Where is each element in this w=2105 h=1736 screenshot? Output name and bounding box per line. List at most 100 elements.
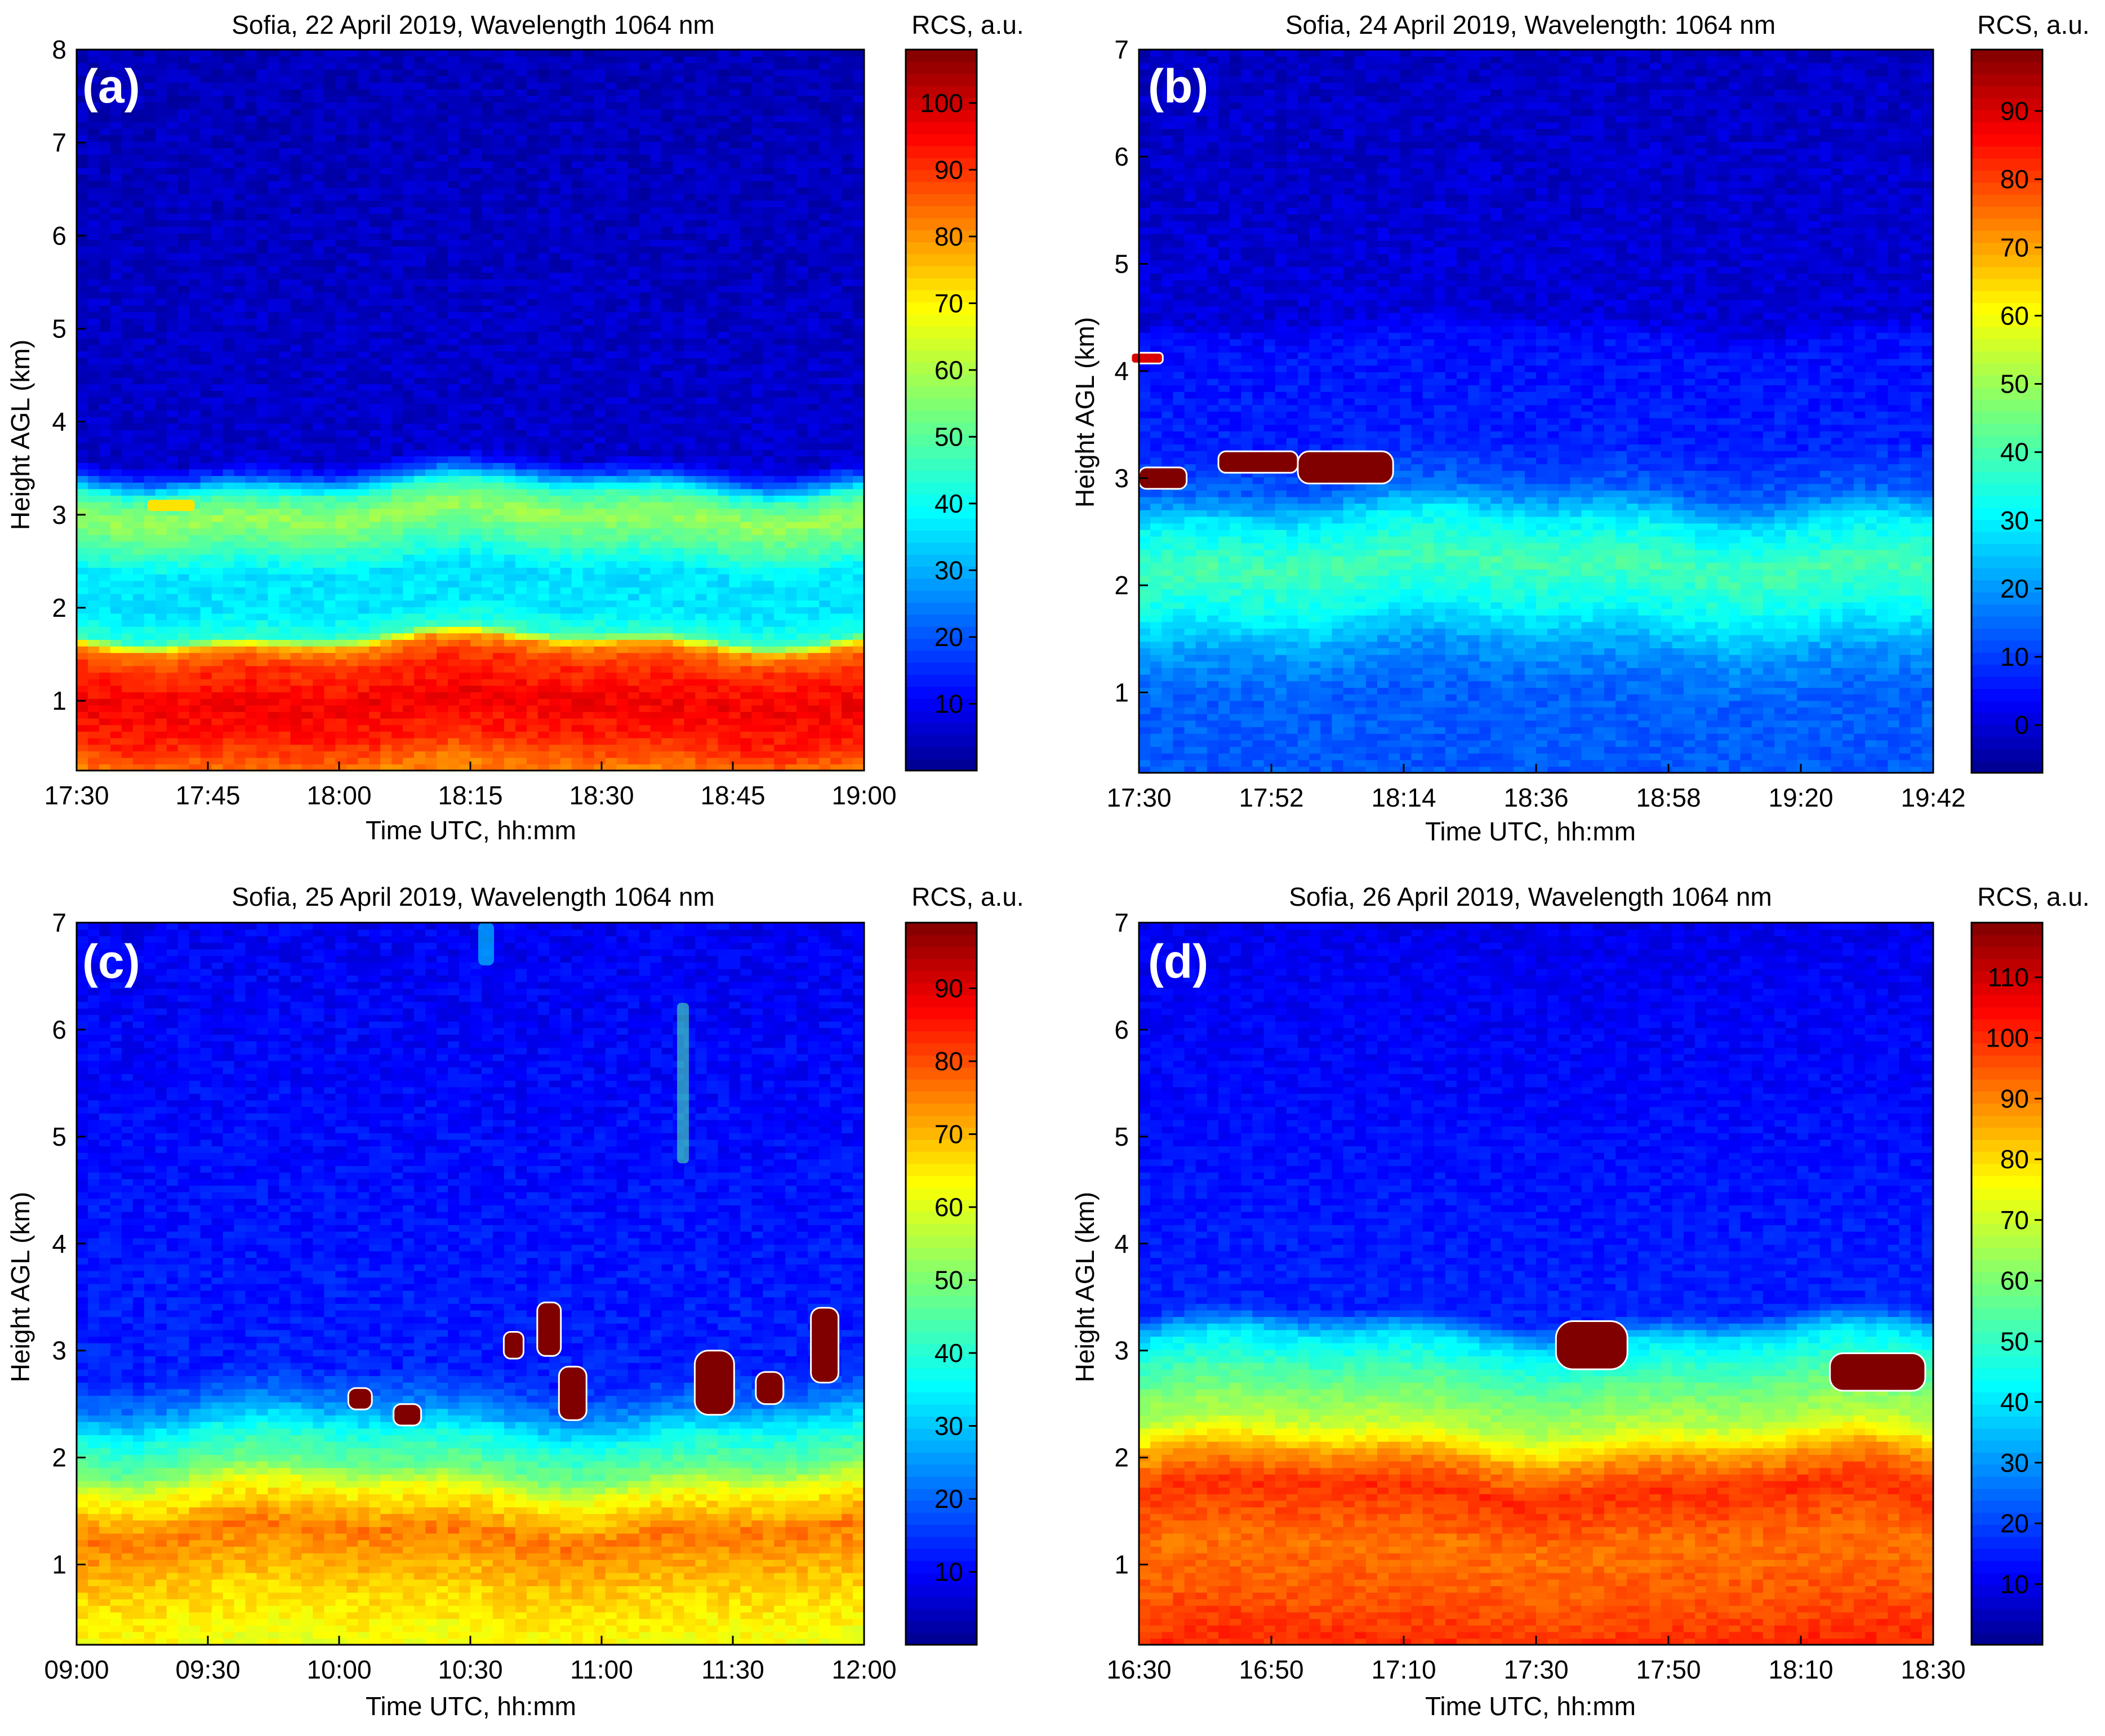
heatmap-cell [639, 692, 651, 698]
heatmap-cell [122, 607, 133, 613]
heatmap-cell [763, 331, 775, 338]
heatmap-cell [830, 403, 842, 410]
heatmap-cell [212, 397, 224, 404]
heatmap-cell [740, 738, 752, 745]
heatmap-cell [291, 613, 302, 620]
heatmap-cell [549, 345, 561, 351]
heatmap-cell [808, 594, 820, 600]
heatmap-cell [268, 403, 280, 410]
heatmap-cell [346, 390, 358, 397]
heatmap-cell [639, 325, 651, 332]
heatmap-cell [178, 581, 190, 587]
heatmap-cell [257, 633, 269, 640]
heatmap-cell [572, 646, 584, 653]
heatmap-cell [246, 364, 257, 371]
heatmap-cell [763, 626, 775, 633]
heatmap-cell [628, 358, 640, 364]
heatmap-cell [448, 443, 460, 449]
heatmap-cell [212, 692, 224, 698]
heatmap-cell [706, 633, 718, 640]
heatmap-cell [729, 410, 741, 417]
heatmap-cell [133, 581, 145, 587]
heatmap-cell [796, 377, 808, 384]
heatmap-cell [763, 587, 775, 594]
heatmap-cell [425, 626, 437, 633]
heatmap-cell [651, 633, 662, 640]
heatmap-cell [606, 345, 617, 351]
heatmap-cell [785, 613, 797, 620]
heatmap-cell [212, 325, 224, 332]
heatmap-cell [358, 705, 370, 712]
heatmap-cell [583, 358, 595, 364]
heatmap-cell [291, 528, 302, 535]
heatmap-cell [189, 456, 201, 463]
heatmap-cell [527, 745, 539, 751]
heatmap-cell [77, 331, 88, 338]
heatmap-cell [470, 731, 482, 738]
heatmap-cell [808, 410, 820, 417]
heatmap-cell [324, 443, 336, 449]
heatmap-cell [257, 666, 269, 673]
heatmap-cell [493, 325, 505, 332]
heatmap-cell [617, 731, 629, 738]
heatmap-cell [504, 626, 516, 633]
heatmap-cell [335, 633, 347, 640]
heatmap-cell [504, 423, 516, 430]
heatmap-cell [606, 587, 617, 594]
heatmap-cell [189, 325, 201, 332]
heatmap-cell [291, 371, 302, 377]
heatmap-cell [785, 751, 797, 758]
heatmap-cell [144, 626, 156, 633]
heatmap-cell [706, 745, 718, 751]
heatmap-cell [313, 351, 324, 358]
heatmap-cell [639, 489, 651, 496]
heatmap-cell [617, 679, 629, 686]
heatmap-cell [774, 462, 786, 469]
heatmap-cell [268, 528, 280, 535]
heatmap-cell [504, 384, 516, 391]
heatmap-cell [391, 509, 403, 515]
heatmap-cell [695, 725, 707, 732]
heatmap-cell [358, 711, 370, 718]
heatmap-cell [662, 325, 674, 332]
heatmap-cell [560, 705, 572, 712]
heatmap-cell [751, 338, 763, 345]
heatmap-cell [369, 554, 381, 561]
heatmap-cell [740, 587, 752, 594]
heatmap-cell [853, 639, 865, 646]
heatmap-cell [808, 397, 820, 404]
heatmap-cell [718, 449, 729, 456]
heatmap-cell [796, 653, 808, 660]
heatmap-cell [178, 620, 190, 626]
heatmap-cell [448, 390, 460, 397]
heatmap-cell [572, 528, 584, 535]
heatmap-cell [583, 620, 595, 626]
heatmap-cell [819, 686, 831, 692]
heatmap-cell [99, 305, 111, 312]
heatmap-cell [594, 423, 606, 430]
heatmap-cell [324, 547, 336, 554]
heatmap-cell [774, 718, 786, 725]
heatmap-cell [313, 607, 324, 613]
heatmap-cell [549, 358, 561, 364]
heatmap-cell [155, 653, 167, 660]
heatmap-cell [560, 437, 572, 443]
heatmap-cell [77, 482, 88, 489]
heatmap-cell [346, 646, 358, 653]
heatmap-cell [651, 666, 662, 673]
heatmap-cell [459, 639, 471, 646]
heatmap-cell [774, 659, 786, 666]
heatmap-cell [538, 751, 550, 758]
heatmap-cell [257, 364, 269, 371]
heatmap-cell [279, 410, 291, 417]
heatmap-cell [122, 338, 133, 345]
heatmap-cell [729, 666, 741, 673]
heatmap-cell [189, 554, 201, 561]
heatmap-cell [234, 384, 246, 391]
heatmap-cell [335, 666, 347, 673]
heatmap-cell [155, 626, 167, 633]
heatmap-cell [403, 495, 415, 502]
heatmap-cell [628, 626, 640, 633]
heatmap-cell [853, 345, 865, 351]
heatmap-cell [358, 567, 370, 574]
